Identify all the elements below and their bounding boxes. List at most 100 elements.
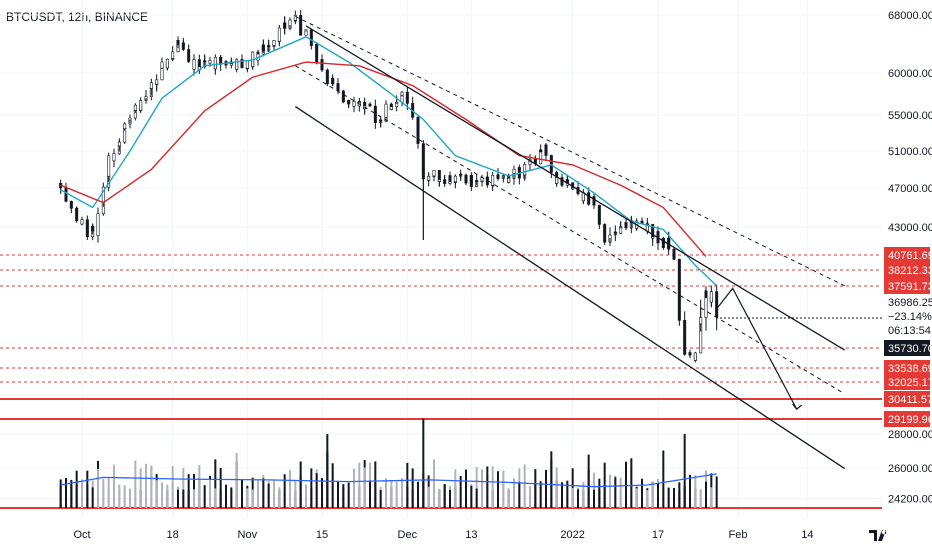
volume-bar-58 (214, 459, 217, 508)
volume-bar-131 (406, 462, 409, 508)
volume-bar-109 (347, 482, 350, 508)
volume-bar-217 (635, 488, 638, 508)
candle-body-11 (85, 223, 89, 238)
candle-body-103 (331, 78, 335, 84)
candle-body-91 (299, 29, 303, 36)
volume-bar-115 (363, 467, 366, 508)
volume-bar-7 (75, 484, 78, 508)
x-tick-label-3: 15 (316, 529, 328, 541)
volume-bar-55 (203, 485, 206, 508)
volume-bar-181 (539, 481, 542, 508)
candle-body-233 (677, 282, 681, 321)
level-tag-label-6: 30411.57 (888, 394, 932, 406)
y-tick-label-4: 47000.00 (888, 183, 932, 195)
candle-body-193 (571, 187, 575, 190)
candle-body-95 (309, 38, 313, 46)
candle-body-155 (469, 175, 473, 187)
volume-bar-37 (155, 480, 158, 508)
volume-bar-63 (225, 484, 227, 508)
candle-body-245 (709, 291, 713, 303)
volume-bar-149 (454, 469, 457, 508)
level-tag-bg-6 (884, 391, 930, 407)
candle-body-141 (432, 169, 436, 177)
volume-bar-143 (438, 488, 441, 508)
candle-body-38 (160, 67, 164, 81)
candle-body-123 (384, 103, 388, 118)
volume-bar-41 (166, 484, 169, 508)
volume-bar-73 (251, 489, 254, 508)
volume-bar-25 (123, 485, 126, 508)
candle-body-167 (501, 175, 505, 177)
last-price-label: 36986.25 (888, 297, 932, 309)
candle-body-209 (613, 231, 617, 234)
candle-body-37 (155, 79, 159, 85)
volume-bar-153 (465, 469, 467, 508)
volume-bar-169 (507, 488, 510, 508)
volume-bar-207 (609, 474, 611, 508)
volume-bar-189 (561, 482, 563, 508)
candle-body-67 (235, 59, 239, 70)
volume-bar-81 (273, 479, 275, 508)
level-tag-bg-4 (884, 360, 930, 376)
level-tag-bg-0 (884, 247, 930, 263)
volume-bar-99 (321, 478, 323, 508)
level-tag-bg-2 (884, 278, 930, 294)
candle-body-92 (304, 30, 308, 36)
candle-body-5 (69, 206, 73, 209)
volume-bar-9 (81, 479, 83, 508)
volume-bar-93 (305, 484, 307, 508)
candle-body-165 (496, 174, 500, 179)
volume-bar-157 (475, 488, 478, 508)
volume-bar-231 (673, 487, 675, 508)
volume-bar-187 (555, 467, 558, 508)
volume-bar-75 (257, 479, 259, 508)
volume-bar-171 (513, 483, 515, 508)
candle-body-7 (75, 209, 79, 221)
y-tick-label-5: 43000.00 (888, 222, 932, 234)
level-tag-label-0: 40761.69 (888, 250, 932, 262)
volume-bar-119 (374, 461, 377, 508)
volume-bar-209 (614, 477, 617, 508)
volume-bar-199 (587, 469, 590, 508)
volume-bar-121 (379, 490, 382, 508)
level-tag-label-5: 32025.17 (888, 377, 932, 389)
ema-fast-line (60, 36, 718, 287)
volume-bar-123 (385, 478, 387, 508)
candle-body-241 (699, 317, 703, 325)
channel-line-lower (294, 106, 846, 470)
volume-bar-1 (59, 479, 62, 508)
volume-bar-133 (411, 468, 414, 508)
volume-bar-163 (491, 466, 494, 508)
candle-body-109 (347, 100, 351, 105)
candle-body-135 (416, 122, 420, 144)
volume-bar-195 (577, 489, 579, 508)
volume-bar-91 (299, 461, 302, 508)
projection-path (716, 287, 798, 410)
volume-bar-201 (593, 489, 595, 508)
volume-bar-129 (401, 480, 403, 508)
volume-bar-46 (182, 468, 185, 508)
volume-bar-11 (86, 470, 89, 508)
volume-bar-193 (571, 487, 574, 508)
level-tag-label-4: 33538.69 (888, 363, 932, 375)
candle-body-125 (389, 106, 393, 110)
x-tick-label-8: Feb (729, 529, 748, 541)
volume-bar-33 (145, 470, 147, 508)
candle-body-119 (373, 112, 377, 123)
candle-body-39 (160, 61, 164, 69)
candle-body-85 (283, 22, 287, 29)
candle-body-145 (443, 179, 447, 184)
candle-body-3 (64, 195, 68, 202)
volume-bar-203 (598, 478, 601, 508)
volume-bar-111 (353, 468, 355, 508)
level-tag-bg-5 (884, 374, 930, 390)
candle-body-9 (80, 219, 84, 225)
candle-body-69 (240, 59, 244, 69)
candle-body-71 (245, 60, 249, 69)
x-tick-label-1: 18 (167, 529, 179, 541)
volume-bar-85 (283, 474, 286, 508)
volume-bar-239 (694, 475, 697, 508)
candle-body-10 (85, 219, 89, 225)
volume-bar-161 (486, 466, 489, 508)
